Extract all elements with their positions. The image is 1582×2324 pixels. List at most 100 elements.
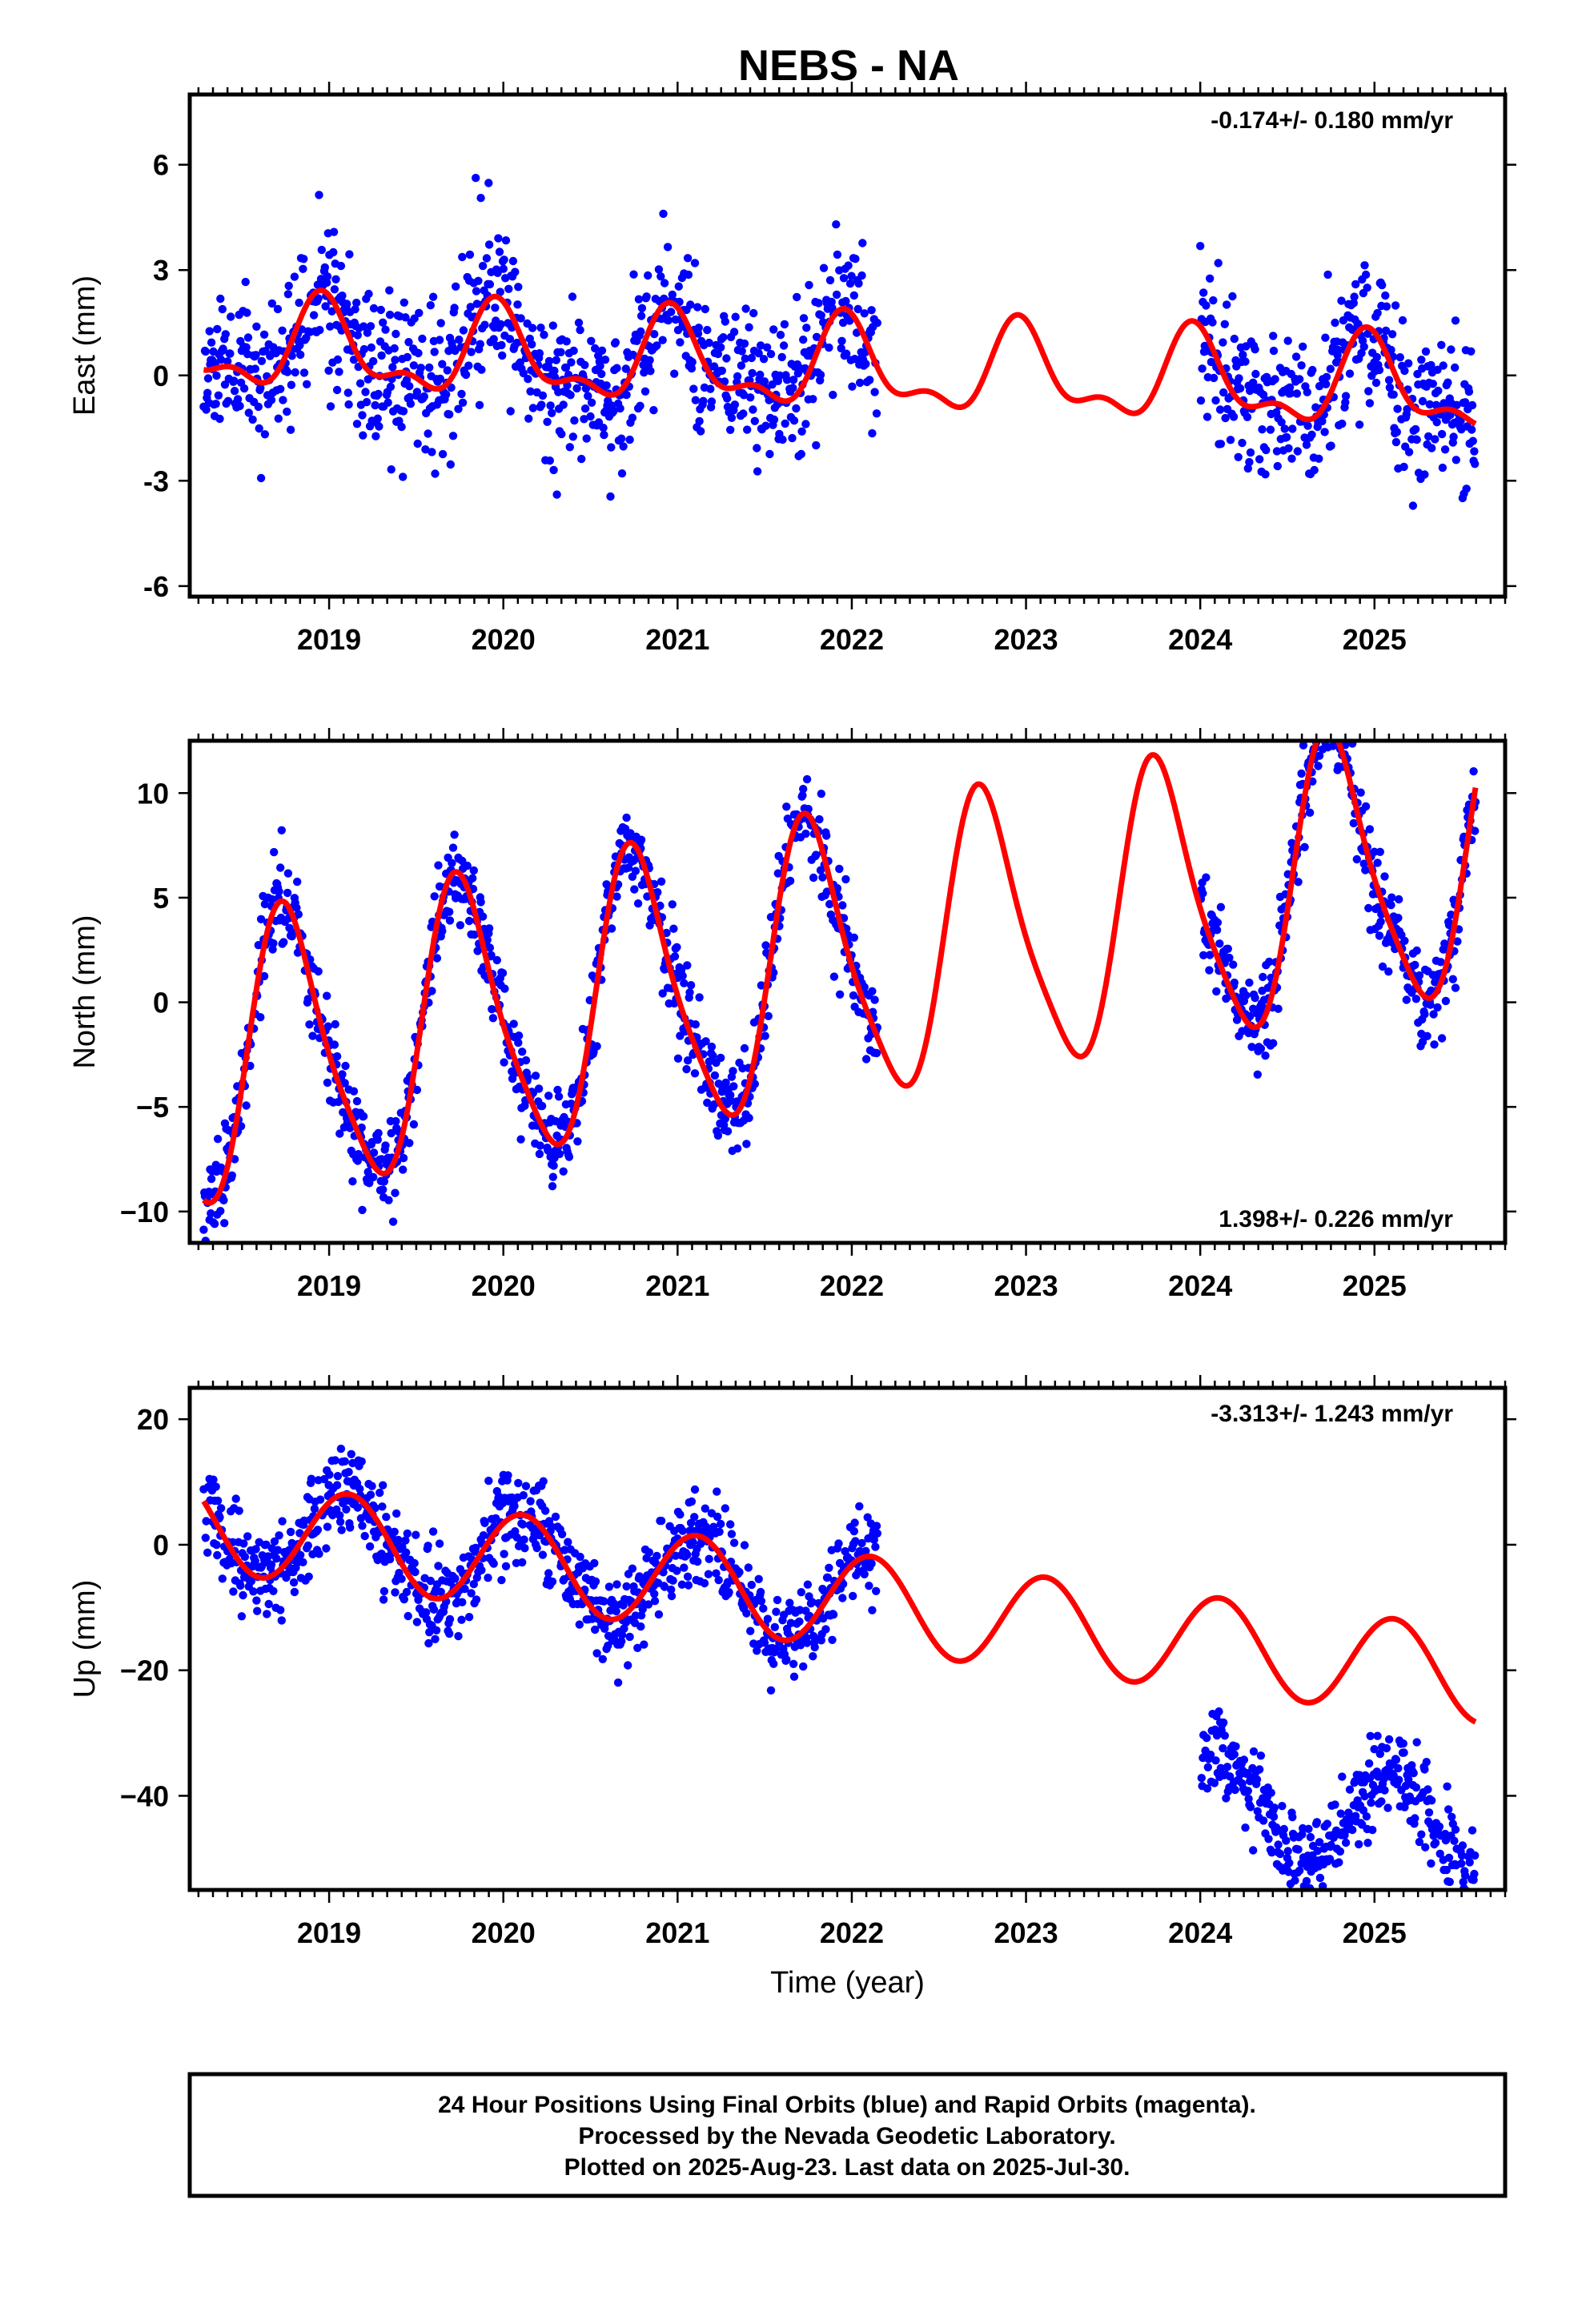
data-point xyxy=(1471,460,1480,468)
data-point xyxy=(376,305,385,315)
data-point xyxy=(776,331,785,340)
data-point xyxy=(293,877,302,887)
data-point xyxy=(1207,357,1216,367)
data-point xyxy=(1467,347,1476,356)
data-point xyxy=(762,343,772,352)
data-point xyxy=(1470,447,1479,456)
y-tick-label: −20 xyxy=(120,1655,169,1687)
data-point xyxy=(548,321,557,330)
data-point xyxy=(663,243,673,251)
data-point xyxy=(1435,1822,1444,1831)
data-point xyxy=(335,368,343,376)
data-point xyxy=(1349,818,1359,828)
data-point xyxy=(1443,1782,1452,1791)
data-point xyxy=(1394,1763,1403,1773)
data-point xyxy=(216,1504,226,1513)
data-point xyxy=(1293,447,1303,456)
data-point xyxy=(851,1537,860,1546)
data-point xyxy=(546,401,555,410)
data-point xyxy=(658,336,667,344)
data-point xyxy=(780,320,789,329)
data-point xyxy=(212,1540,221,1550)
chart-title: NEBS - NA xyxy=(738,42,959,90)
data-point xyxy=(726,425,735,434)
data-point xyxy=(802,324,811,332)
data-point xyxy=(838,901,847,910)
data-point xyxy=(508,256,518,266)
data-point xyxy=(451,1574,460,1583)
data-point xyxy=(458,252,467,262)
data-point xyxy=(216,1207,225,1216)
data-point xyxy=(397,422,406,432)
data-point xyxy=(1368,1825,1377,1835)
data-point xyxy=(242,1101,251,1110)
data-point xyxy=(492,955,501,965)
data-point xyxy=(516,1135,525,1144)
data-point xyxy=(1400,936,1409,946)
data-point xyxy=(1209,296,1218,305)
data-point xyxy=(1382,302,1391,311)
data-point xyxy=(405,382,414,391)
data-point xyxy=(304,1572,313,1582)
data-point xyxy=(828,1635,837,1644)
data-point xyxy=(218,304,227,314)
data-point xyxy=(1235,384,1245,393)
data-point xyxy=(436,319,445,328)
data-point xyxy=(1443,378,1452,387)
x-tick-label: 2023 xyxy=(994,623,1058,656)
data-point xyxy=(1229,412,1239,421)
data-point xyxy=(1372,352,1382,362)
data-point xyxy=(345,250,354,259)
data-point xyxy=(1294,1845,1303,1854)
data-point xyxy=(693,303,702,312)
data-point xyxy=(379,318,387,327)
data-point xyxy=(480,320,489,329)
data-point xyxy=(1303,421,1312,430)
data-point xyxy=(564,1152,574,1161)
data-point xyxy=(520,1544,529,1553)
rate-annotation: 1.398+/- 0.226 mm/yr xyxy=(1219,1206,1453,1232)
x-tick-label: 2019 xyxy=(297,623,361,656)
data-point xyxy=(580,404,590,413)
data-point xyxy=(1258,425,1267,434)
data-point xyxy=(700,1578,709,1588)
data-point xyxy=(242,343,251,352)
data-point xyxy=(841,875,850,884)
data-point xyxy=(309,311,319,320)
data-point xyxy=(674,282,683,291)
north-panel: 2019 2020 2021 2022 2023 2024 2025 −10 −5 0 5 10 Nor… xyxy=(68,728,1516,1302)
data-point xyxy=(855,1502,864,1511)
data-point xyxy=(1359,1806,1368,1815)
data-point xyxy=(629,270,638,279)
data-point xyxy=(315,191,323,199)
data-point xyxy=(606,492,615,501)
data-point xyxy=(1199,288,1208,297)
plot-frame xyxy=(187,92,1508,599)
data-point xyxy=(474,276,483,285)
data-point xyxy=(552,356,560,364)
data-point xyxy=(1272,447,1282,456)
data-point xyxy=(1447,345,1456,354)
data-point xyxy=(381,1141,390,1150)
data-point xyxy=(519,368,528,378)
data-point xyxy=(861,360,870,368)
data-point xyxy=(556,348,565,356)
data-point xyxy=(1383,1803,1392,1812)
data-point xyxy=(683,1550,692,1559)
data-point xyxy=(1378,962,1387,971)
x-tick-label: 2024 xyxy=(1168,1269,1232,1302)
data-point xyxy=(1445,1877,1455,1887)
data-point xyxy=(659,209,668,219)
data-point xyxy=(207,1174,216,1184)
data-point xyxy=(597,369,606,379)
data-point xyxy=(347,1449,355,1459)
data-point xyxy=(1213,918,1223,927)
data-point xyxy=(277,1616,286,1625)
data-point xyxy=(236,1122,246,1131)
data-point xyxy=(512,1533,521,1542)
data-point xyxy=(713,1487,721,1496)
data-point xyxy=(359,322,368,331)
data-point xyxy=(1249,1846,1258,1855)
data-point xyxy=(1421,1843,1430,1852)
data-point xyxy=(484,924,494,933)
